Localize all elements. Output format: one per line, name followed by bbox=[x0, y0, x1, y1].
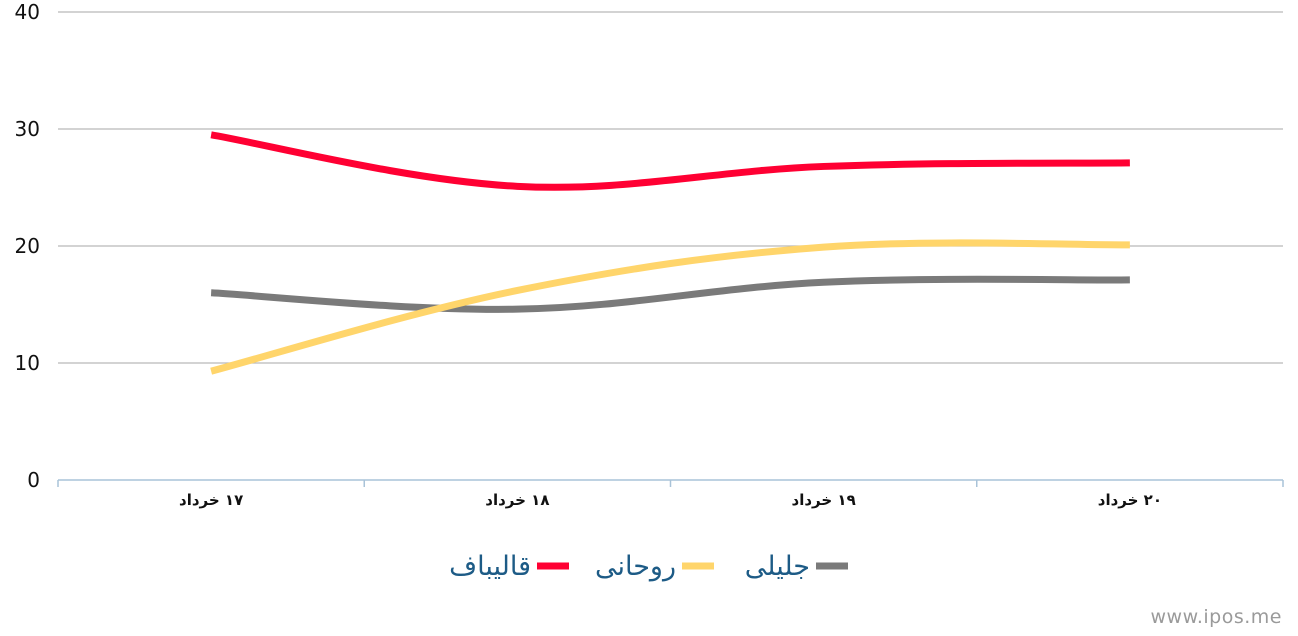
legend-label: جلیلی bbox=[745, 551, 810, 582]
x-tick-label: ۲۰ خرداد bbox=[1098, 491, 1162, 509]
x-tick-label: ۱۹ خرداد bbox=[792, 491, 856, 509]
x-axis: ۱۷ خرداد ۱۸ خرداد ۱۹ خرداد ۲۰ خرداد bbox=[57, 479, 1284, 509]
series-lines bbox=[210, 131, 1130, 375]
y-tick-label: 0 bbox=[27, 468, 40, 492]
x-tick-label: ۱۸ خرداد bbox=[485, 491, 549, 509]
x-tick-label: ۱۷ خرداد bbox=[179, 491, 243, 509]
y-tick-label: 30 bbox=[15, 117, 40, 141]
grid-lines bbox=[58, 11, 1283, 364]
legend-label: روحانی bbox=[595, 551, 676, 582]
series-line bbox=[210, 131, 1130, 191]
legend: قالیباف روحانی جلیلی bbox=[449, 551, 848, 582]
series-line bbox=[210, 275, 1130, 313]
watermark: www.ipos.me bbox=[1150, 606, 1282, 628]
y-axis-ticks: 0 10 20 30 40 bbox=[15, 0, 40, 492]
legend-label: قالیباف bbox=[449, 551, 531, 582]
y-tick-label: 20 bbox=[15, 234, 40, 258]
y-tick-label: 10 bbox=[15, 351, 40, 375]
y-tick-label: 40 bbox=[15, 0, 40, 24]
series-line bbox=[210, 239, 1130, 375]
